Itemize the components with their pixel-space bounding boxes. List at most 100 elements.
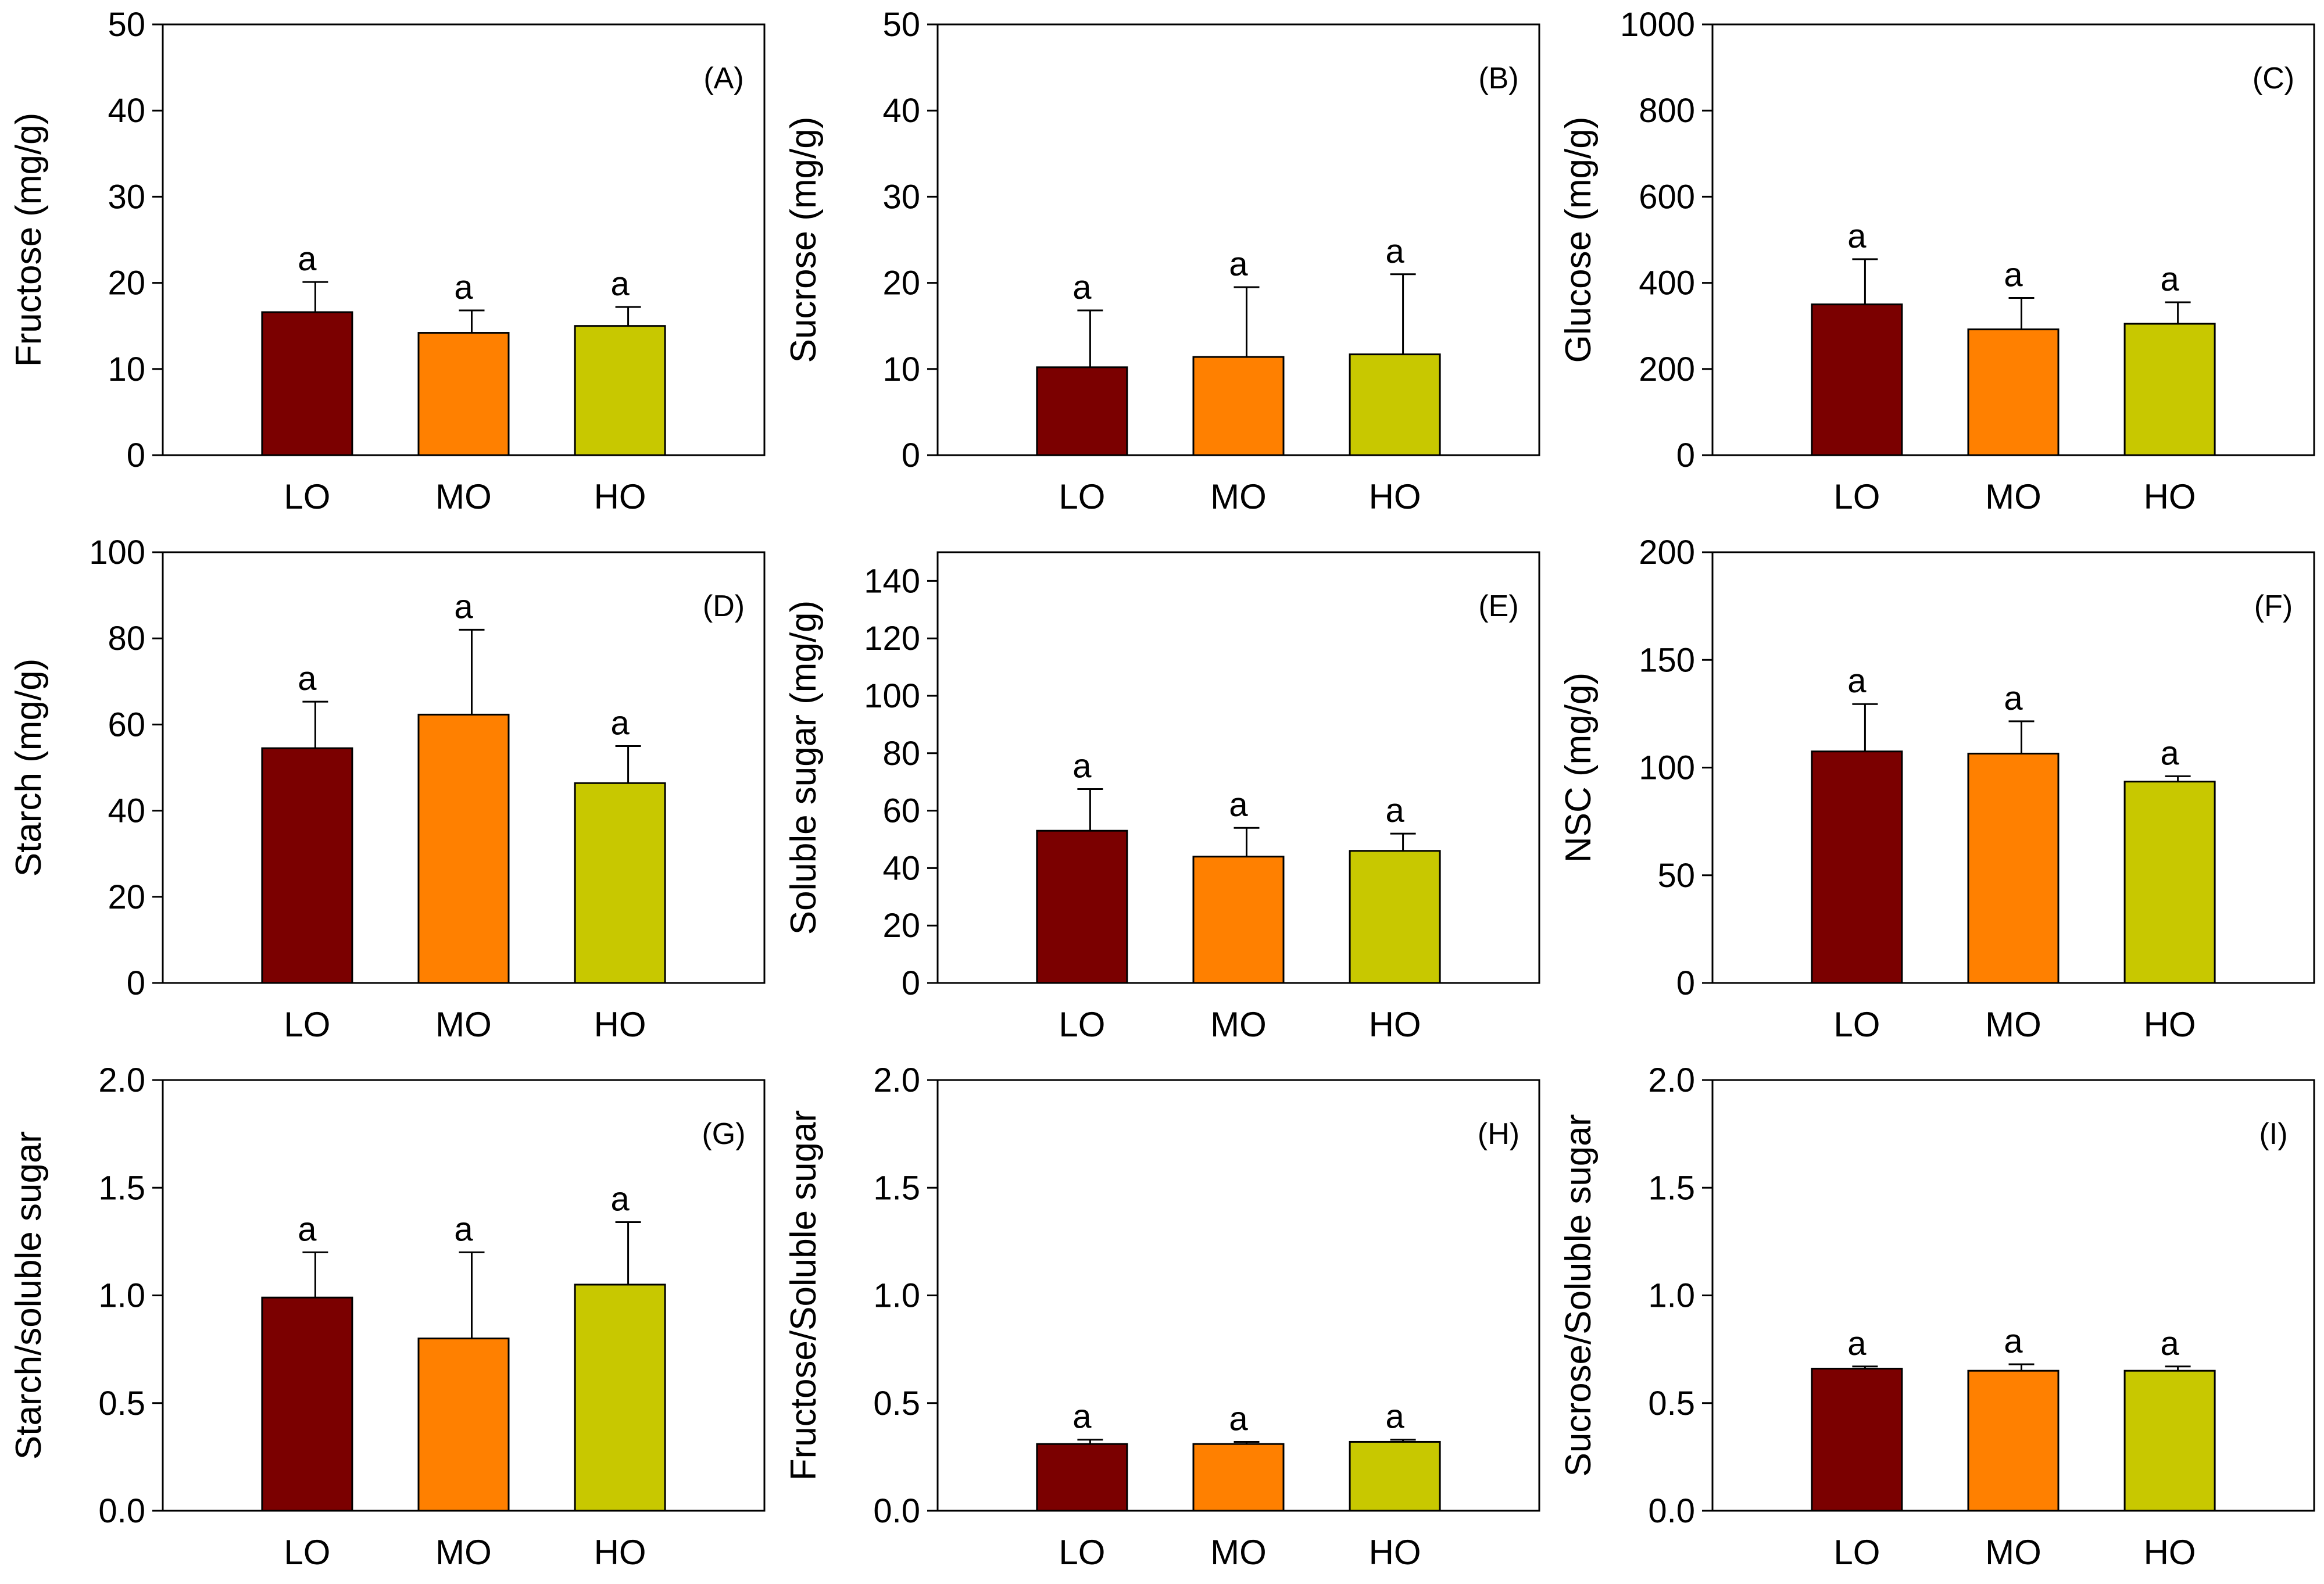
- y-tick-label: 60: [882, 792, 920, 830]
- bar-mo: [1967, 328, 2060, 456]
- bar-mo: [417, 332, 510, 456]
- significance-label: a: [2160, 1325, 2179, 1363]
- significance-label: a: [2160, 260, 2179, 298]
- y-tick-label: 20: [882, 907, 920, 945]
- category-label-lo: LO: [284, 477, 330, 516]
- bar-mo: [417, 1338, 510, 1512]
- significance-label: a: [2160, 734, 2179, 772]
- significance-label: a: [1229, 245, 1248, 283]
- category-label-lo: LO: [1833, 477, 1880, 516]
- significance-label: a: [1072, 269, 1092, 306]
- category-label-lo: LO: [284, 1005, 330, 1044]
- category-label-ho: HO: [1369, 1005, 1421, 1044]
- y-tick-label: 1.5: [98, 1169, 145, 1207]
- y-tick-label: 0.5: [873, 1385, 920, 1422]
- chart-panel-g: 0.0 0.5 1.0 1.5 2.0 Starch/soluble sugar (G) a L…: [0, 1056, 775, 1583]
- significance-label: a: [454, 588, 473, 625]
- bar-lo: [1811, 303, 1903, 456]
- y-tick-label: 400: [1639, 264, 1695, 302]
- bar-mo: [1192, 856, 1285, 984]
- y-tick-label: 140: [864, 562, 920, 600]
- y-tick-label: 40: [108, 792, 145, 830]
- significance-label: a: [1229, 1400, 1248, 1438]
- y-tick-label: 50: [882, 6, 920, 44]
- y-tick-label: 1.0: [873, 1277, 920, 1315]
- panel-label: (C): [2253, 62, 2294, 95]
- y-tick-label: 50: [1657, 857, 1695, 895]
- y-tick-label: 0.0: [873, 1492, 920, 1530]
- bar-lo: [1036, 1443, 1128, 1512]
- significance-label: a: [454, 1210, 473, 1248]
- y-tick-label: 80: [108, 620, 145, 657]
- y-tick-label: 0: [127, 964, 145, 1002]
- bar-mo: [1192, 1443, 1285, 1512]
- category-label-ho: HO: [594, 477, 646, 516]
- bar-ho: [2123, 781, 2216, 984]
- chart-panel-i: 0.0 0.5 1.0 1.5 2.0 Sucrose/Soluble sugar (I) a…: [1550, 1056, 2324, 1583]
- y-tick-label: 60: [108, 706, 145, 743]
- chart-panel-b: 0 10 20 30 40 50 Sucrose (mg/g) (B) a LO a MO a HO: [775, 0, 1550, 528]
- y-axis-title: Starch/soluble sugar: [9, 1131, 49, 1460]
- category-label-ho: HO: [1369, 1533, 1421, 1572]
- y-tick-label: 10: [882, 351, 920, 388]
- bar-ho: [574, 782, 666, 984]
- y-tick-label: 100: [89, 534, 145, 571]
- panel-label: (E): [1478, 589, 1518, 623]
- chart-svg: 0 20 40 60 80 100 120 140 Soluble sugar (mg/g) (E…: [784, 551, 1540, 1044]
- y-tick-label: 40: [108, 92, 145, 130]
- significance-label: a: [1847, 217, 1867, 255]
- significance-label: a: [2004, 1322, 2023, 1360]
- significance-label: a: [1385, 792, 1404, 829]
- y-tick-label: 200: [1639, 534, 1695, 571]
- category-label-mo: MO: [435, 477, 492, 516]
- category-label-mo: MO: [435, 1005, 492, 1044]
- y-axis-title: Sucrose (mg/g): [784, 117, 824, 363]
- bar-lo: [1036, 829, 1128, 984]
- y-tick-label: 40: [882, 92, 920, 130]
- bar-lo: [261, 311, 353, 456]
- y-tick-label: 1000: [1620, 6, 1695, 44]
- category-label-ho: HO: [2144, 477, 2196, 516]
- significance-label: a: [298, 660, 317, 698]
- chart-svg: 0 200 400 600 800 1000 Glucose (mg/g) (C) a LO a MO…: [1558, 6, 2315, 516]
- panel-label: (H): [1478, 1117, 1519, 1151]
- y-axis-title: Soluble sugar (mg/g): [784, 600, 824, 935]
- y-tick-label: 0: [1676, 964, 1695, 1002]
- panel-label: (F): [2254, 589, 2293, 623]
- bar-mo: [1967, 1370, 2060, 1512]
- bar-ho: [574, 1283, 666, 1512]
- y-tick-label: 10: [108, 351, 145, 388]
- y-tick-label: 1.0: [98, 1277, 145, 1315]
- category-label-ho: HO: [594, 1533, 646, 1572]
- y-tick-label: 0: [902, 964, 920, 1002]
- y-tick-label: 0.0: [1648, 1492, 1695, 1530]
- bar-mo: [1967, 752, 2060, 984]
- significance-label: a: [610, 1181, 630, 1218]
- category-label-ho: HO: [594, 1005, 646, 1044]
- y-tick-label: 80: [882, 735, 920, 773]
- y-tick-label: 800: [1639, 92, 1695, 130]
- y-tick-label: 2.0: [873, 1061, 920, 1099]
- bar-ho: [574, 325, 666, 456]
- y-tick-label: 20: [882, 264, 920, 302]
- category-label-mo: MO: [1985, 477, 2041, 516]
- chart-panel-a: 0 10 20 30 40 50 Fructose (mg/g) (A) a LO a MO a HO: [0, 0, 775, 528]
- bar-lo: [1811, 750, 1903, 984]
- bar-ho: [2123, 323, 2216, 456]
- category-label-ho: HO: [2144, 1533, 2196, 1572]
- y-tick-label: 1.5: [1648, 1169, 1695, 1207]
- chart-svg: 0 10 20 30 40 50 Sucrose (mg/g) (B) a LO a MO a HO: [784, 6, 1540, 516]
- bar-lo: [261, 747, 353, 984]
- category-label-lo: LO: [1059, 477, 1105, 516]
- y-tick-label: 0: [1676, 437, 1695, 474]
- chart-panel-h: 0.0 0.5 1.0 1.5 2.0 Fructose/Soluble sugar (H)…: [775, 1056, 1550, 1583]
- bar-lo: [261, 1296, 353, 1512]
- y-axis-title: Starch (mg/g): [9, 659, 49, 877]
- y-tick-label: 2.0: [98, 1061, 145, 1099]
- y-tick-label: 100: [864, 677, 920, 715]
- category-label-lo: LO: [1833, 1005, 1880, 1044]
- bar-ho: [1349, 353, 1441, 456]
- y-tick-label: 50: [108, 6, 145, 44]
- category-label-mo: MO: [1210, 1005, 1267, 1044]
